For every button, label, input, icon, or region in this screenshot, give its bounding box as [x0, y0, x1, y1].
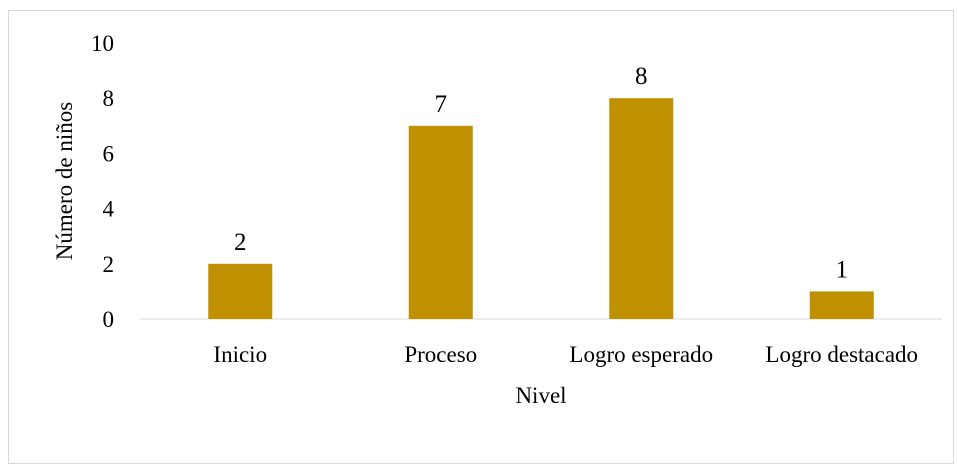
bar	[208, 263, 273, 319]
y-tick-label: 2	[103, 252, 115, 277]
x-axis-title: Nivel	[515, 383, 566, 408]
bar	[609, 98, 674, 319]
data-labels-group: 2 7 8 1	[234, 63, 848, 283]
data-label: 8	[635, 63, 648, 90]
bars-group	[208, 98, 874, 319]
bar	[809, 291, 874, 319]
category-labels-group: Inicio Proceso Logro esperado Logro destaca…	[213, 342, 918, 367]
chart-frame	[8, 10, 954, 464]
data-label: 2	[234, 229, 247, 256]
y-axis-ticks: 0 2 4 6 8 10	[91, 31, 115, 332]
y-tick-label: 4	[103, 197, 115, 222]
category-label: Logro destacado	[765, 342, 918, 367]
y-axis-title: Número de niños	[52, 102, 77, 260]
category-label: Logro esperado	[569, 342, 713, 367]
y-tick-label: 8	[103, 86, 115, 111]
bar	[408, 125, 473, 319]
category-label: Proceso	[404, 342, 477, 367]
y-tick-label: 6	[103, 141, 115, 166]
y-tick-label: 0	[103, 307, 115, 332]
data-label: 7	[435, 91, 448, 118]
data-label: 1	[836, 256, 849, 283]
y-tick-label: 10	[91, 31, 114, 56]
category-label: Inicio	[213, 342, 267, 367]
